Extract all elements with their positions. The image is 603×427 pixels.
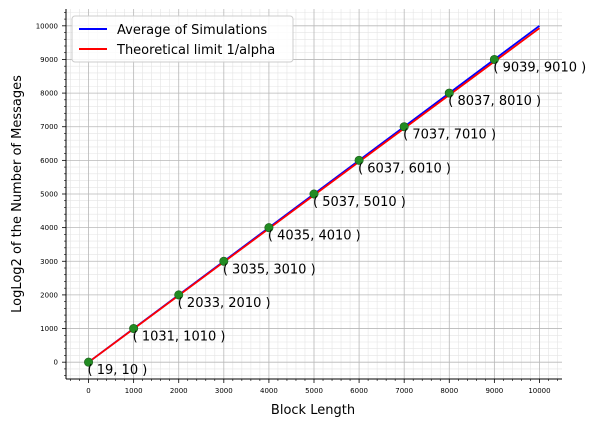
data-points [84,54,499,367]
data-point [399,122,409,132]
y-tick-label: 6000 [40,157,58,165]
x-tick-labels: 0 1000 2000 3000 4000 5000 6000 7000 8000 9000 100… [86,387,550,395]
y-tick-label: 7000 [40,123,58,131]
y-tick-label: 2000 [40,291,58,299]
x-tick-label: 1000 [125,387,143,395]
data-point [489,54,499,64]
y-tick-label: 8000 [40,90,58,98]
y-tick-label: 3000 [40,258,58,266]
point-annotation: ( 19, 10 ) [88,363,148,378]
x-tick-label: 6000 [350,387,368,395]
x-tick-label: 3000 [215,387,233,395]
point-annotation: ( 9039, 9010 ) [493,60,586,75]
point-annotation: ( 5037, 5010 ) [313,195,406,210]
y-tick-label: 5000 [40,191,58,199]
data-point [219,256,229,266]
x-tick-label: 4000 [260,387,278,395]
data-point [354,155,364,165]
point-annotation: ( 7037, 7010 ) [403,128,496,143]
x-tick-label: 10000 [528,387,550,395]
y-tick-label: 9000 [40,56,58,64]
annotations: ( 19, 10 ) ( 1031, 1010 ) ( 2033, 2010 ) ( … [88,60,587,378]
data-point [174,290,184,300]
data-point [84,357,94,367]
legend: Average of Simulations Theoretical limit… [71,15,294,63]
y-tick-label: 4000 [40,224,58,232]
x-tick-label: 9000 [485,387,503,395]
point-annotation: ( 6037, 6010 ) [358,161,451,176]
point-annotation: ( 1031, 1010 ) [133,330,226,345]
data-point [129,324,139,334]
legend-box [71,15,294,63]
point-annotation: ( 3035, 3010 ) [223,262,316,277]
y-tick-label: 10000 [36,22,58,30]
legend-label-theoretical: Theoretical limit 1/alpha [116,43,275,58]
point-annotation: ( 4035, 4010 ) [268,229,361,244]
y-tick-labels: 0 1000 2000 3000 4000 5000 6000 7000 8000 9000 100… [36,22,58,366]
legend-label-average: Average of Simulations [117,23,267,38]
y-axis-label: LogLog2 of the Number of Messages [10,75,25,313]
data-point [309,189,319,199]
y-tick-label: 0 [54,359,58,367]
axes [62,9,562,383]
x-tick-label: 2000 [170,387,188,395]
x-tick-label: 5000 [305,387,323,395]
x-tick-label: 0 [86,387,90,395]
point-annotation: ( 2033, 2010 ) [178,296,271,311]
x-tick-label: 8000 [440,387,458,395]
y-tick-label: 1000 [40,325,58,333]
data-point [264,223,274,233]
x-axis-label: Block Length [271,403,355,418]
point-annotation: ( 8037, 8010 ) [448,94,541,109]
x-tick-label: 7000 [395,387,413,395]
data-point [444,88,454,98]
